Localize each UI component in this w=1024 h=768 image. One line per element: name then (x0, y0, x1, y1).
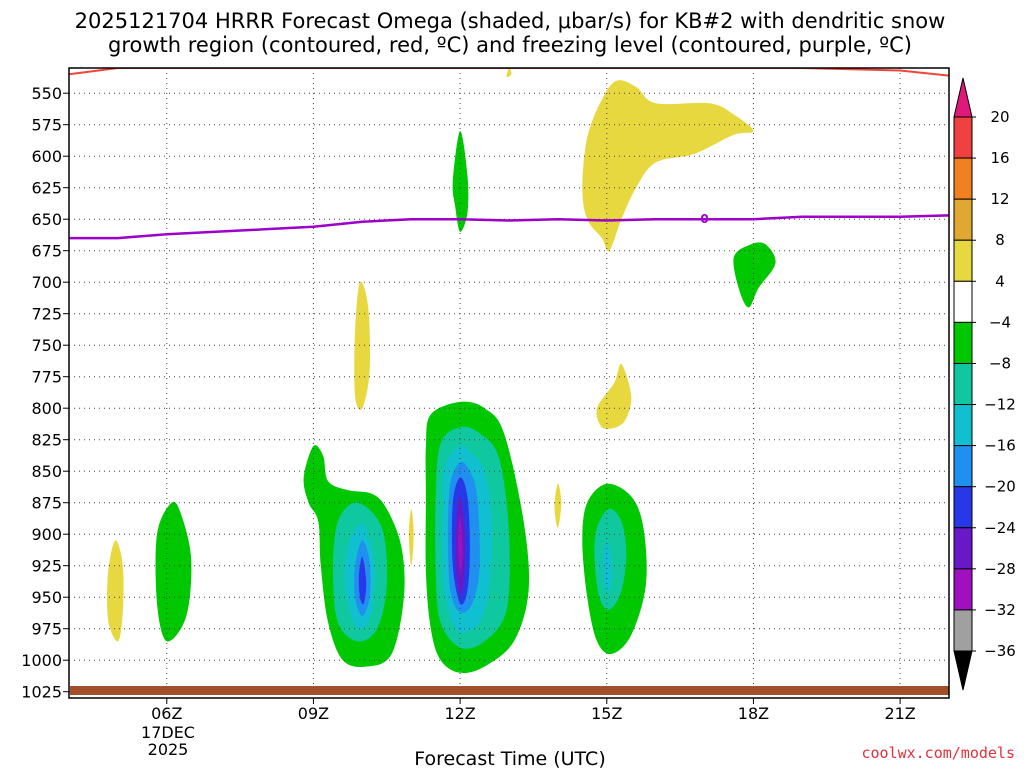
y-tick-label: 925 (31, 557, 62, 576)
omega-contour-region (506, 68, 512, 78)
y-tick-label: 725 (31, 305, 62, 324)
y-axis: 550 575 600 625 650 675 700 725 750 775 800 825 850 8… (21, 84, 69, 702)
omega-contour-region (582, 80, 754, 252)
omega-contour-region (358, 556, 367, 605)
omega-contour-region (602, 540, 613, 592)
y-tick-label: 875 (31, 494, 62, 513)
ground-surface (70, 686, 949, 695)
freezing-level-label: 0 (700, 212, 708, 226)
y-tick-label: 625 (31, 179, 62, 198)
x-axis: 06Z 09Z 12Z 15Z 18Z 21Z (151, 698, 916, 723)
colorbar-bin (953, 486, 973, 529)
x-axis-label: Forecast Time (UTC) (414, 748, 605, 768)
y-tick-label: 975 (31, 620, 62, 639)
y-tick-label: 950 (31, 588, 62, 607)
colorbar-bin (953, 198, 973, 241)
colorbar: 20 16 12 8 4 −4 −8 −12 −16 −20 −24 −28 −32 −36 (953, 77, 1016, 691)
y-tick-label: 600 (31, 147, 62, 166)
x-tick-label: 09Z (298, 704, 329, 723)
colorbar-under-arrow (953, 650, 973, 691)
plot-frame (68, 67, 950, 699)
omega-contour-region (354, 281, 371, 410)
omega-contour-region (458, 515, 463, 574)
colorbar-bin (953, 239, 973, 282)
colorbar-bin (953, 527, 973, 570)
colorbar-label: 8 (995, 231, 1005, 249)
y-tick-label: 1025 (21, 683, 62, 702)
colorbar-bin (953, 157, 973, 200)
colorbar-bin (953, 280, 973, 323)
omega-contour-region (408, 509, 414, 566)
colorbar-bin (953, 568, 973, 611)
colorbar-label: −12 (984, 396, 1016, 414)
colorbar-label: −32 (984, 601, 1016, 619)
omega-contour-region (733, 242, 776, 308)
x-tick-label: 18Z (738, 704, 769, 723)
x-tick-label: 12Z (444, 704, 475, 723)
y-tick-label: 850 (31, 462, 62, 481)
y-tick-label: 650 (31, 210, 62, 229)
y-tick-label: 700 (31, 273, 62, 292)
colorbar-bin (953, 321, 973, 364)
y-tick-label: 750 (31, 336, 62, 355)
y-tick-label: 575 (31, 116, 62, 135)
contour-lines: 0 (69, 68, 949, 240)
date-label-year: 2025 (148, 740, 189, 759)
y-tick-label: 1000 (21, 651, 62, 670)
y-tick-label: 825 (31, 431, 62, 450)
omega-shaded-region (107, 68, 776, 674)
colorbar-label: −4 (989, 313, 1011, 331)
x-tick-label: 06Z (151, 704, 182, 723)
omega-contour-region (596, 363, 632, 429)
colorbar-bin (953, 609, 973, 652)
colorbar-label: −8 (989, 354, 1011, 372)
colorbar-label: 4 (995, 272, 1005, 290)
colorbar-bin (953, 116, 973, 159)
dendritic-growth-contour (69, 68, 949, 77)
x-tick-label: 21Z (884, 704, 915, 723)
x-tick-label: 15Z (591, 704, 622, 723)
chart-title-line-2: growth region (contoured, red, ºC) and f… (108, 33, 912, 57)
colorbar-label: −24 (984, 519, 1016, 537)
omega-contour-region (155, 501, 192, 642)
y-tick-label: 550 (31, 84, 62, 103)
colorbar-label: 20 (990, 108, 1009, 126)
y-tick-label: 900 (31, 525, 62, 544)
y-tick-label: 775 (31, 368, 62, 387)
colorbar-bin (953, 445, 973, 488)
date-label-day: 17DEC (141, 723, 195, 742)
colorbar-label: −20 (984, 478, 1016, 496)
colorbar-label: −16 (984, 437, 1016, 455)
colorbar-label: 12 (990, 190, 1009, 208)
colorbar-bin (953, 362, 973, 406)
credit-text: coolwx.com/models (861, 744, 1015, 762)
colorbar-label: −36 (984, 642, 1016, 660)
y-tick-label: 675 (31, 242, 62, 261)
freezing-level-contour (69, 214, 949, 240)
colorbar-label: −28 (984, 560, 1016, 578)
colorbar-bin (953, 404, 973, 447)
y-tick-label: 800 (31, 399, 62, 418)
chart-title-line-1: 2025121704 HRRR Forecast Omega (shaded, … (75, 9, 946, 33)
colorbar-label: 16 (990, 149, 1009, 167)
omega-contour-region (554, 483, 562, 528)
